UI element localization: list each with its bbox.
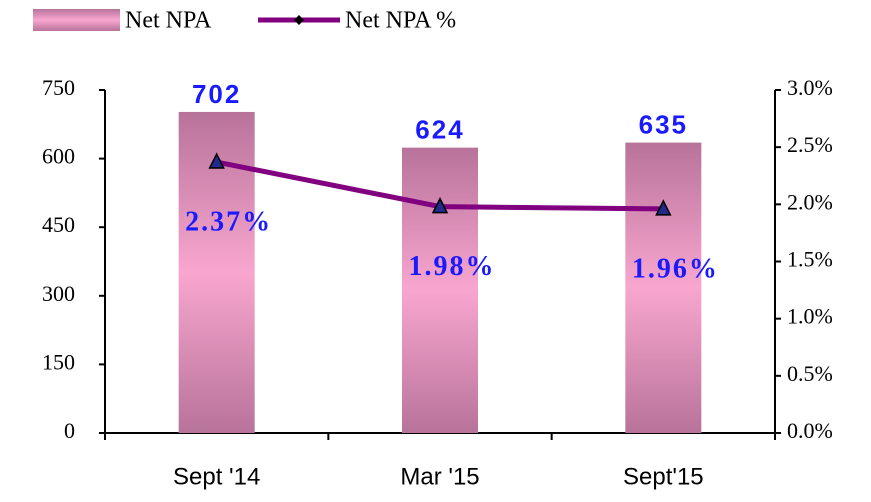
line-marker bbox=[431, 196, 449, 214]
x-tick-label: Mar '15 bbox=[400, 463, 479, 490]
line-value-label: 1.98% bbox=[409, 251, 496, 282]
y-tick-label: 750 bbox=[42, 75, 75, 100]
y2-tick-label: 2.5% bbox=[787, 132, 833, 157]
bar-value-label: 702 bbox=[192, 79, 241, 109]
legend-label: Net NPA bbox=[125, 8, 212, 34]
y2-tick-label: 0.0% bbox=[787, 418, 833, 443]
y-tick-label: 300 bbox=[42, 281, 75, 306]
bar bbox=[625, 142, 702, 434]
line-value-label: 1.96% bbox=[632, 253, 719, 284]
y2-tick-label: 1.0% bbox=[787, 304, 833, 329]
y2-tick-label: 0.5% bbox=[787, 361, 833, 386]
legend-label: Net NPA % bbox=[345, 8, 456, 34]
bar-value-label: 624 bbox=[415, 114, 464, 144]
line-marker bbox=[655, 199, 672, 216]
y-tick-label: 450 bbox=[42, 212, 75, 237]
y-tick-label: 150 bbox=[42, 349, 75, 374]
x-tick-label: Sept'15 bbox=[623, 463, 704, 490]
legend-marker bbox=[294, 15, 304, 25]
y2-tick-label: 3.0% bbox=[787, 75, 833, 100]
bar bbox=[402, 147, 478, 433]
bar-value-label: 635 bbox=[639, 109, 688, 139]
y2-tick-label: 2.0% bbox=[787, 189, 833, 214]
y-tick-label: 600 bbox=[42, 144, 75, 169]
x-tick-label: Sept '14 bbox=[173, 463, 260, 490]
legend-swatch bbox=[33, 9, 120, 31]
y2-tick-label: 1.5% bbox=[787, 247, 833, 272]
line-marker bbox=[208, 152, 225, 169]
line-value-label: 2.37% bbox=[185, 206, 272, 237]
y-tick-label: 0 bbox=[64, 418, 75, 443]
